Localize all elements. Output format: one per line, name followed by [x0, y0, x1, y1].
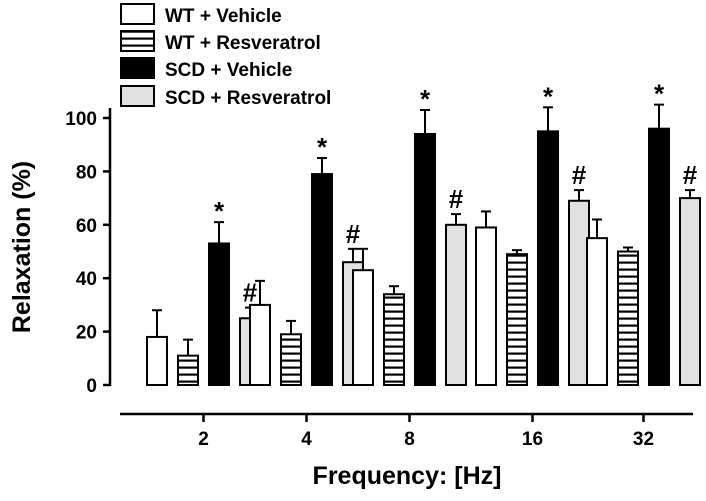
bar-wt-resveratrol — [177, 354, 199, 387]
bar-wt-vehicle — [249, 303, 271, 386]
bar-wt-vehicle — [475, 226, 497, 386]
significance-hash: # — [683, 160, 698, 190]
y-tick-label: 40 — [76, 269, 97, 290]
significance-star: * — [543, 81, 554, 111]
bar-scd-resveratrol — [445, 223, 467, 386]
bar-wt-resveratrol — [617, 250, 639, 386]
legend-label: WT + Vehicle — [165, 6, 282, 27]
y-tick-label: 0 — [86, 376, 97, 397]
bar-scd-vehicle — [414, 133, 436, 386]
bar-scd-vehicle — [537, 130, 559, 386]
significance-hash: # — [449, 184, 464, 214]
x-axis-title: Frequency: [Hz] — [313, 462, 502, 490]
bar-scd-vehicle — [311, 173, 333, 386]
bar-wt-vehicle — [352, 269, 374, 386]
bar-wt-vehicle — [586, 237, 608, 386]
bar-scd-vehicle — [208, 242, 230, 386]
x-tick-label: 4 — [301, 429, 312, 450]
significance-star: * — [654, 79, 665, 109]
x-tick-label: 8 — [404, 429, 415, 450]
legend-label: SCD + Resveratrol — [165, 88, 331, 109]
significance-star: * — [420, 84, 431, 114]
bar-wt-resveratrol — [506, 253, 528, 386]
significance-star: * — [317, 132, 328, 162]
x-tick-label: 32 — [633, 429, 654, 450]
y-axis-title: Relaxation (%) — [8, 161, 36, 333]
legend-label: WT + Resveratrol — [165, 33, 321, 54]
x-tick-label: 2 — [198, 429, 209, 450]
y-tick-label: 100 — [65, 109, 97, 130]
significance-hash: # — [346, 219, 361, 249]
bar-wt-resveratrol — [383, 293, 405, 386]
legend-swatch — [120, 57, 155, 79]
significance-star: * — [214, 196, 225, 226]
bar-scd-vehicle — [648, 127, 670, 386]
significance-hash: # — [572, 160, 587, 190]
legend-swatch — [120, 30, 155, 52]
legend-swatch — [120, 85, 155, 107]
y-tick-label: 80 — [76, 162, 97, 183]
x-tick-label: 16 — [522, 429, 543, 450]
y-tick-label: 20 — [76, 323, 97, 344]
legend-label: SCD + Vehicle — [165, 60, 292, 81]
bar-wt-vehicle — [146, 335, 168, 387]
bar-wt-resveratrol — [280, 333, 302, 386]
bar-scd-resveratrol — [679, 197, 701, 386]
legend-swatch — [120, 3, 155, 25]
y-tick-label: 60 — [76, 216, 97, 237]
significance-hash: # — [243, 278, 258, 308]
